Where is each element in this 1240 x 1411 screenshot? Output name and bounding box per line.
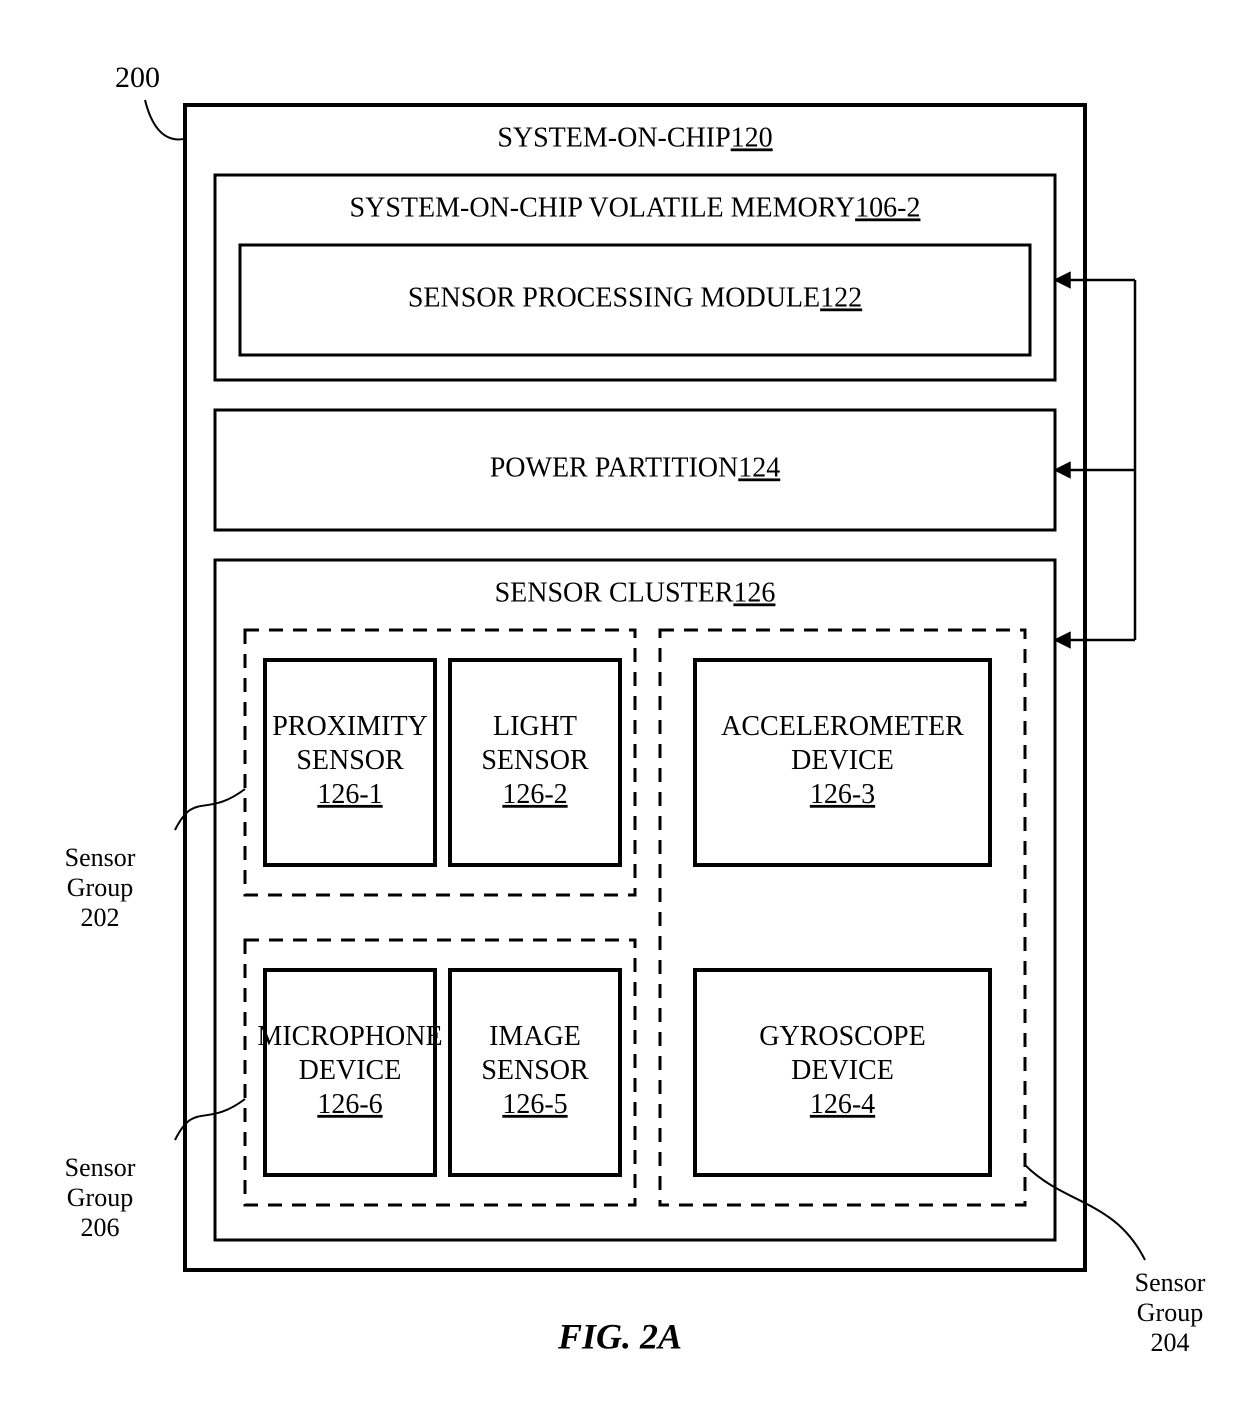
svg-text:GYROSCOPE: GYROSCOPE	[759, 1021, 925, 1052]
svg-text:Group: Group	[67, 873, 133, 902]
svg-text:IMAGE: IMAGE	[489, 1021, 581, 1052]
svg-text:Group: Group	[1137, 1298, 1203, 1327]
svg-text:126-1: 126-1	[317, 779, 382, 810]
svg-text:126-4: 126-4	[810, 1089, 875, 1120]
svg-text:126-3: 126-3	[810, 779, 875, 810]
svg-text:LIGHT: LIGHT	[493, 711, 577, 742]
svg-text:PROXIMITY: PROXIMITY	[272, 711, 428, 742]
svg-text:SENSOR CLUSTER: SENSOR CLUSTER	[495, 577, 734, 608]
svg-text:120: 120	[731, 122, 773, 153]
svg-text:200: 200	[115, 61, 160, 94]
svg-text:ACCELEROMETER: ACCELEROMETER	[721, 711, 964, 742]
svg-text:126: 126	[733, 577, 775, 608]
svg-text:126-6: 126-6	[317, 1089, 382, 1120]
svg-text:106-2: 106-2	[855, 192, 920, 223]
svg-text:204: 204	[1151, 1328, 1190, 1357]
svg-text:DEVICE: DEVICE	[791, 745, 894, 776]
svg-text:DEVICE: DEVICE	[791, 1055, 894, 1086]
svg-text:Sensor: Sensor	[65, 843, 136, 872]
svg-text:Sensor: Sensor	[1135, 1268, 1206, 1297]
svg-text:Group: Group	[67, 1183, 133, 1212]
svg-text:SYSTEM-ON-CHIP: SYSTEM-ON-CHIP	[497, 122, 730, 153]
svg-text:Sensor: Sensor	[65, 1153, 136, 1182]
svg-text:SENSOR: SENSOR	[296, 745, 404, 776]
svg-text:FIG. 2A: FIG. 2A	[557, 1316, 682, 1356]
svg-text:SENSOR: SENSOR	[481, 1055, 589, 1086]
svg-text:MICROPHONE: MICROPHONE	[257, 1021, 442, 1052]
svg-text:SENSOR: SENSOR	[481, 745, 589, 776]
svg-text:126-2: 126-2	[502, 779, 567, 810]
svg-text:126-5: 126-5	[502, 1089, 567, 1120]
svg-text:124: 124	[738, 452, 780, 483]
svg-text:122: 122	[820, 282, 862, 313]
svg-text:206: 206	[81, 1213, 120, 1242]
svg-text:SYSTEM-ON-CHIP VOLATILE MEMORY: SYSTEM-ON-CHIP VOLATILE MEMORY	[350, 192, 856, 223]
svg-text:202: 202	[81, 903, 120, 932]
svg-text:SENSOR PROCESSING MODULE: SENSOR PROCESSING MODULE	[408, 282, 820, 313]
svg-text:DEVICE: DEVICE	[299, 1055, 402, 1086]
svg-text:POWER PARTITION: POWER PARTITION	[490, 452, 739, 483]
